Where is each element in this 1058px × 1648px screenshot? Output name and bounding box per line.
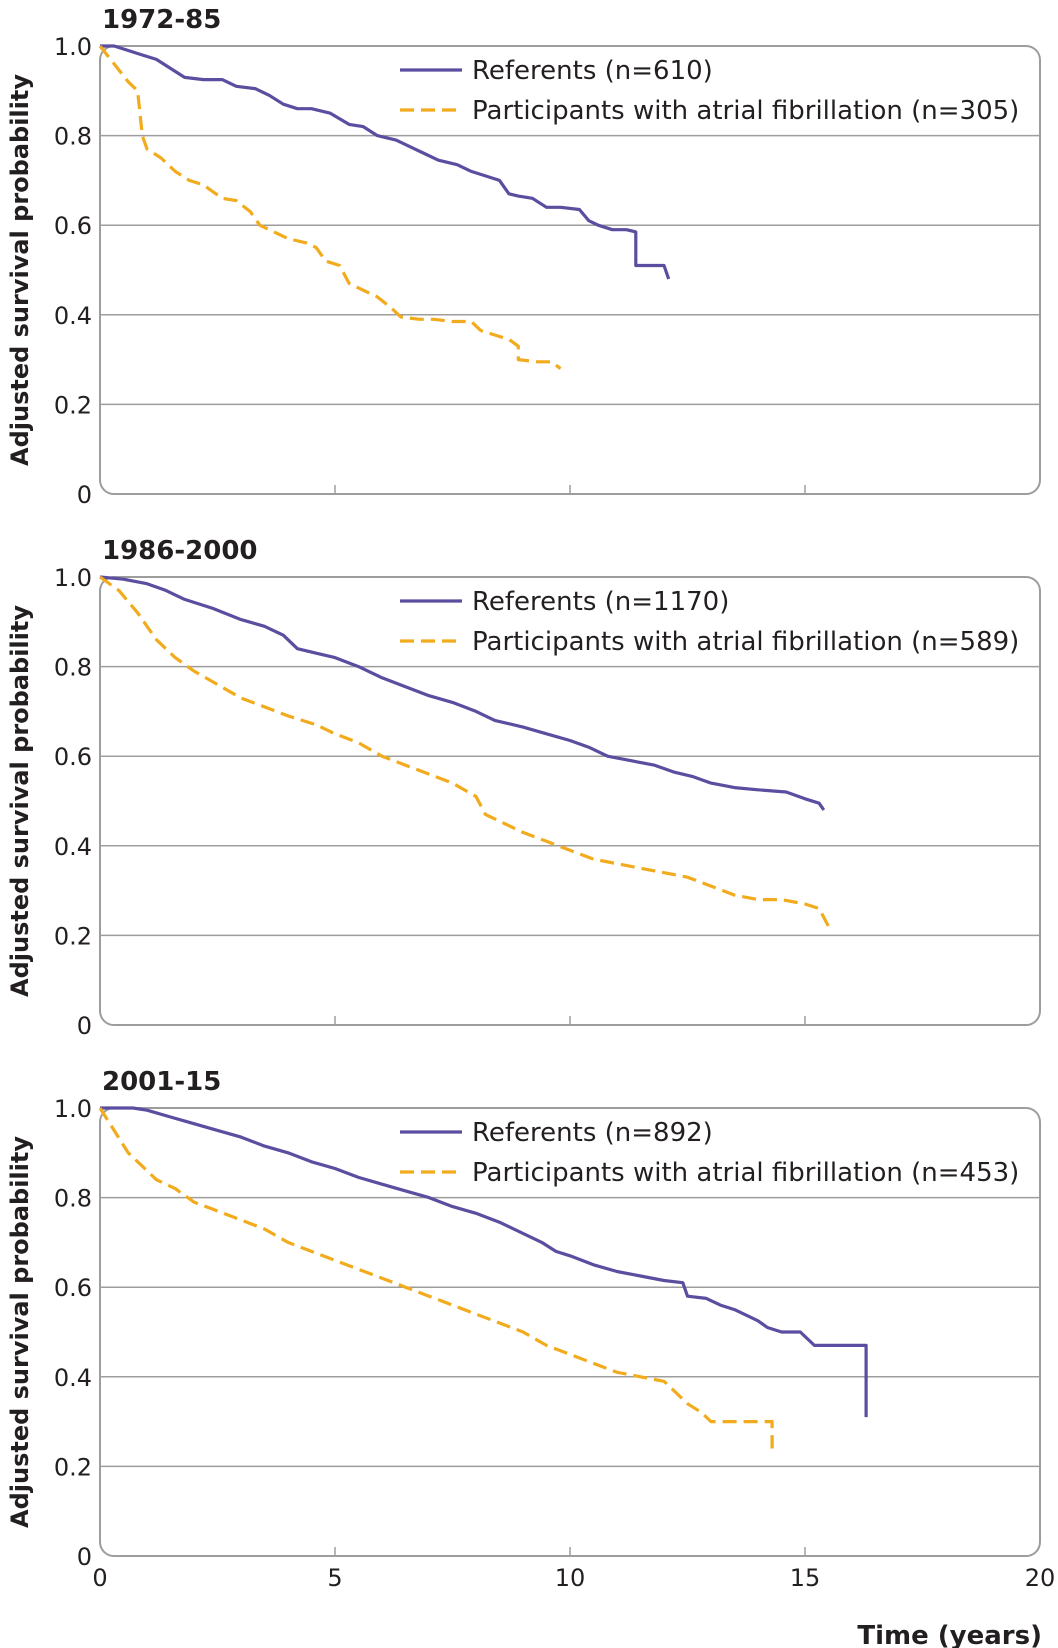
x-tick-label: 20: [1025, 1564, 1056, 1592]
y-tick-label: 1.0: [54, 564, 92, 592]
y-tick-label: 0.2: [54, 922, 92, 950]
af-line: [98, 45, 562, 370]
legend-label: Participants with atrial fibrillation (n…: [472, 627, 1019, 657]
x-axis-label: Time (years): [857, 1621, 1042, 1648]
legend-label: Participants with atrial fibrillation (n…: [472, 1158, 1019, 1188]
x-tick-label: 15: [790, 1564, 821, 1592]
y-tick-label: 0.6: [54, 743, 92, 771]
referents-line: [100, 44, 671, 280]
x-tick-label: 5: [327, 1564, 342, 1592]
legend-label: Referents (n=1170): [472, 587, 729, 617]
legend-label: Participants with atrial fibrillation (n…: [472, 96, 1019, 126]
y-axis-label: Adjusted survival probability: [6, 74, 34, 466]
y-tick-label: 0.6: [54, 1274, 92, 1302]
y-tick-label: 0.8: [54, 123, 92, 151]
panel-2: 1986-2000 0 0.2 0.4 0.6 0.8 1.0 Adjusted surviv…: [6, 536, 1041, 1040]
y-tick-label: 1.0: [54, 1095, 92, 1123]
y-tick-label: 0.4: [54, 302, 92, 330]
y-tick-label: 0.2: [54, 391, 92, 419]
x-tick-label: 10: [555, 1564, 586, 1592]
y-tick-label: 0.2: [54, 1453, 92, 1481]
af-line: [99, 575, 830, 928]
y-tick-label: 0: [77, 1543, 92, 1571]
y-tick-label: 0.4: [54, 1364, 92, 1392]
y-tick-label: 0.6: [54, 212, 92, 240]
legend-label: Referents (n=610): [472, 56, 713, 86]
y-axis-label: Adjusted survival probability: [6, 605, 34, 997]
panel-title: 1972-85: [102, 5, 221, 35]
x-tick-label: 0: [92, 1564, 107, 1592]
y-tick-label: 0: [77, 1012, 92, 1040]
y-axis-label: Adjusted survival probability: [6, 1136, 34, 1528]
panel-1: 1972-85 0 0.2 0.4 0.6 0.8 1.0 Adjusted survival…: [6, 5, 1041, 509]
y-tick-label: 0.4: [54, 833, 92, 861]
panel-title: 1986-2000: [102, 536, 258, 566]
y-tick-label: 0: [77, 481, 92, 509]
legend-label: Referents (n=892): [472, 1118, 713, 1148]
y-tick-label: 1.0: [54, 33, 92, 61]
referents-line: [99, 575, 826, 811]
panel-title: 2001-15: [102, 1067, 221, 1097]
referents-line: [100, 1106, 868, 1418]
y-tick-label: 0.8: [54, 654, 92, 682]
panel-3: 2001-15 0 0.2 0.4 0.6 0.8 1.0 0 5 10 15 20 Adjusted …: [6, 1067, 1055, 1648]
af-line: [98, 1107, 774, 1449]
y-tick-label: 0.8: [54, 1185, 92, 1213]
